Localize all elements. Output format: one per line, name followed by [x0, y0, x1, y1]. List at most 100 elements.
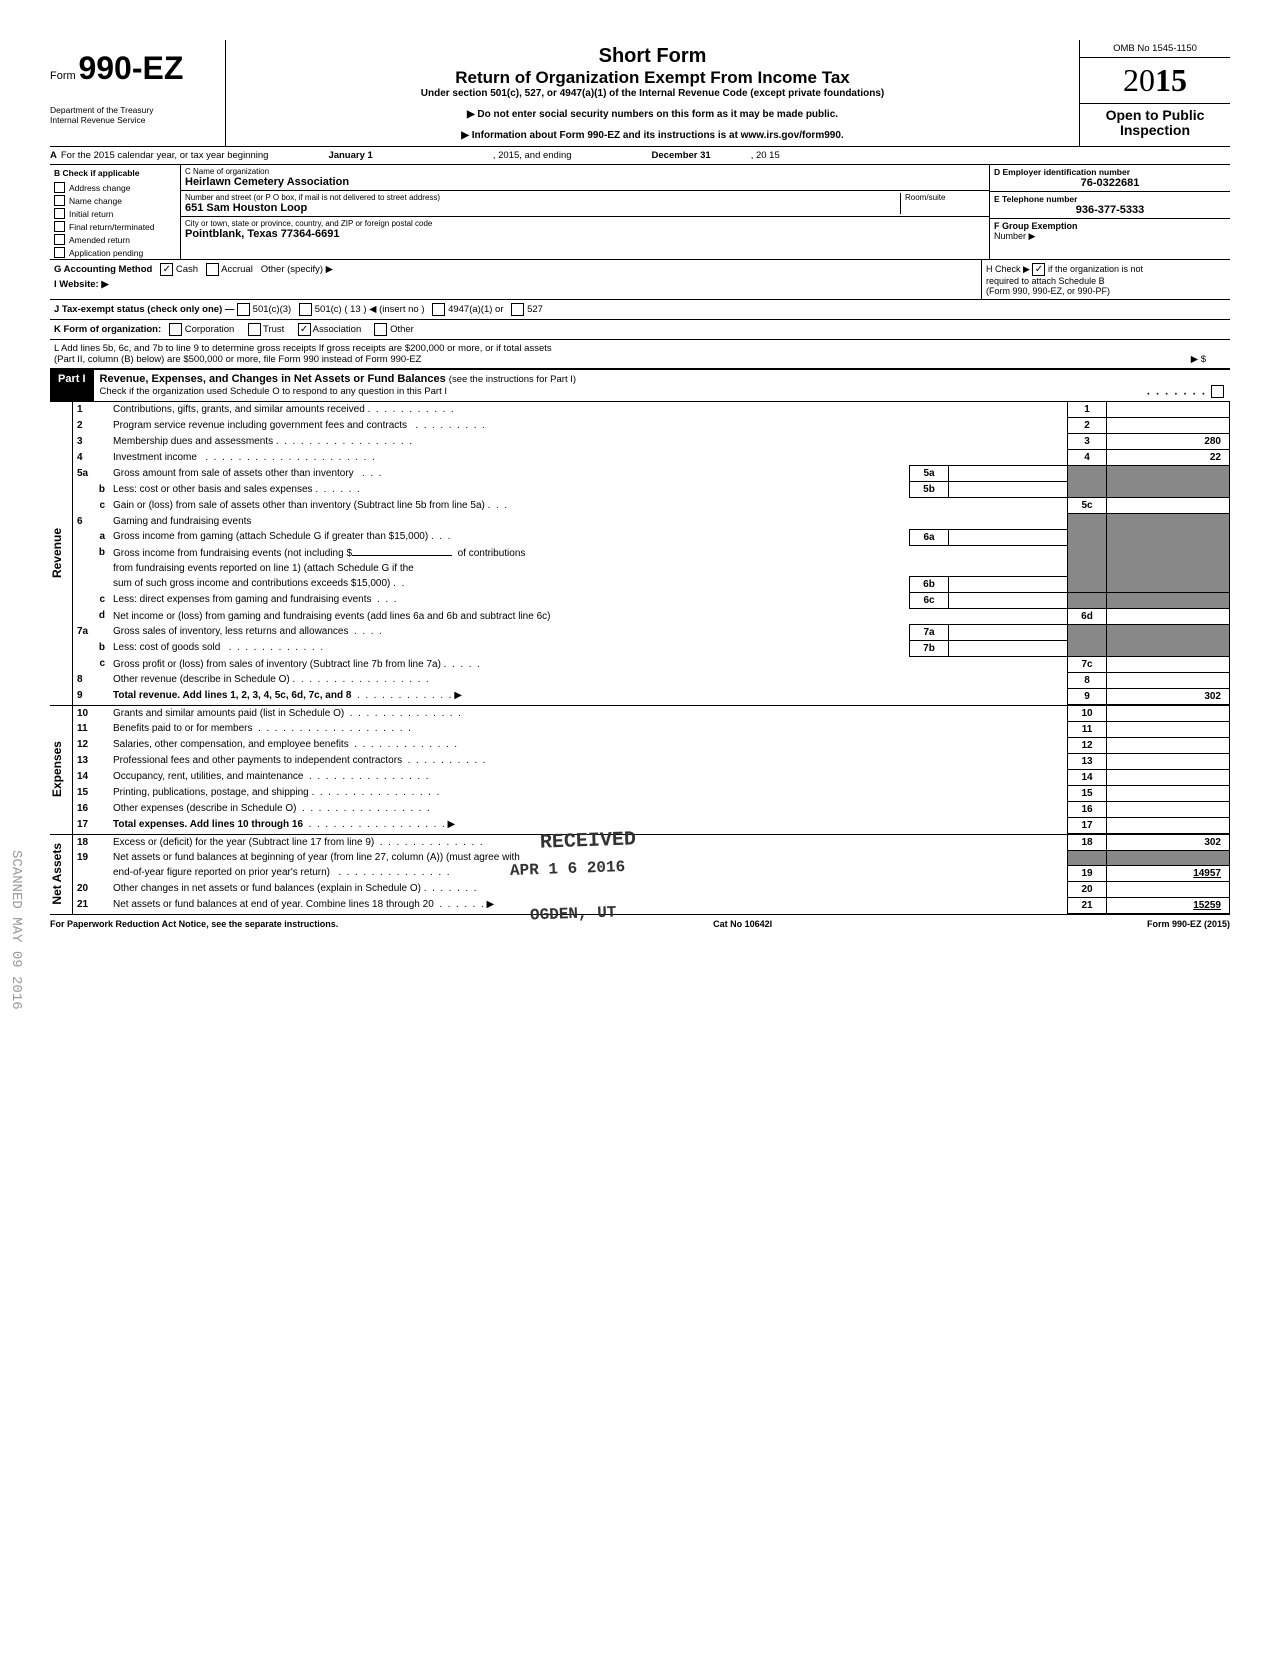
l-text2: (Part II, column (B) below) are $500,000…: [54, 354, 1191, 365]
v21: 15259: [1107, 897, 1230, 913]
v19: 14957: [1107, 865, 1230, 881]
chk-scho[interactable]: [1211, 385, 1224, 398]
chk-527[interactable]: [511, 303, 524, 316]
h-text1: H Check ▶: [986, 264, 1032, 274]
h-text3: required to attach Schedule B: [986, 276, 1105, 286]
expenses-label: Expenses: [50, 741, 72, 797]
revenue-section: Revenue 1Contributions, gifts, grants, a…: [50, 402, 1230, 705]
k-trust: Trust: [263, 324, 284, 335]
tax-year: 2015: [1080, 58, 1230, 103]
chk-amended[interactable]: [54, 234, 65, 245]
chk-4947[interactable]: [432, 303, 445, 316]
l9: Total revenue. Add lines 1, 2, 3, 4, 5c,…: [113, 690, 351, 701]
received-stamp: RECEIVED: [540, 828, 637, 854]
l8: Other revenue (describe in Schedule O): [113, 674, 290, 685]
row-gih: G Accounting Method ✓ Cash Accrual Other…: [50, 260, 1230, 300]
l10: Grants and similar amounts paid (list in…: [113, 708, 344, 719]
chk-name-label: Name change: [69, 196, 122, 206]
form-number: 990-EZ: [78, 50, 183, 86]
v3: 280: [1107, 434, 1230, 450]
footer-right: Form 990-EZ (2015): [1147, 919, 1230, 929]
chk-address-label: Address change: [69, 183, 130, 193]
ein: 76-0322681: [994, 177, 1226, 189]
g-label: G Accounting Method: [54, 264, 152, 275]
section-bcdef: B Check if applicable Address change Nam…: [50, 165, 1230, 260]
row-l: L Add lines 5b, 6c, and 7b to line 9 to …: [50, 340, 1230, 369]
l7c: Gross profit or (loss) from sales of inv…: [113, 659, 441, 670]
l19a: Net assets or fund balances at beginning…: [113, 852, 520, 863]
k-label: K Form of organization:: [54, 324, 161, 335]
chk-final-label: Final return/terminated: [69, 222, 155, 232]
expenses-table: 10Grants and similar amounts paid (list …: [73, 706, 1230, 834]
chk-501c[interactable]: [299, 303, 312, 316]
l6d: Net income or (loss) from gaming and fun…: [113, 611, 550, 622]
c-name-label: C Name of organization: [185, 167, 985, 176]
chk-assoc[interactable]: ✓: [298, 323, 311, 336]
v9: 302: [1107, 688, 1230, 704]
chk-pending[interactable]: [54, 247, 65, 258]
l5a: Gross amount from sale of assets other t…: [113, 468, 354, 479]
b-header: B Check if applicable: [50, 165, 180, 181]
chk-initial-label: Initial return: [69, 209, 113, 219]
chk-accrual[interactable]: [206, 263, 219, 276]
org-city: Pointblank, Texas 77364-6691: [185, 228, 985, 240]
year-suffix: 15: [1155, 62, 1187, 98]
a-label: A: [50, 150, 57, 161]
org-name: Heirlawn Cemetery Association: [185, 176, 985, 188]
j-opt2: 501(c) ( 13 ) ◀ (insert no ): [315, 304, 425, 315]
l7a: Gross sales of inventory, less returns a…: [113, 626, 348, 637]
j-label: J Tax-exempt status (check only one) —: [54, 304, 237, 315]
open-public-1: Open to Public: [1082, 108, 1228, 123]
chk-trust[interactable]: [248, 323, 261, 336]
row-j: J Tax-exempt status (check only one) — 5…: [50, 300, 1230, 320]
l6b1: Gross income from fundraising events (no…: [113, 548, 352, 559]
row-a: A For the 2015 calendar year, or tax yea…: [50, 147, 1230, 165]
a-mid: , 2015, and ending: [493, 150, 572, 161]
chk-kother[interactable]: [374, 323, 387, 336]
d-label: D Employer identification number: [994, 167, 1226, 177]
chk-amended-label: Amended return: [69, 235, 130, 245]
a-endyear: , 20 15: [751, 150, 780, 161]
l3: Membership dues and assessments: [113, 436, 273, 447]
k-corp: Corporation: [185, 324, 235, 335]
f-label: F Group Exemption: [994, 221, 1078, 231]
part1-title-sub: (see the instructions for Part I): [449, 374, 576, 385]
chk-corp[interactable]: [169, 323, 182, 336]
accrual-label: Accrual: [221, 264, 253, 275]
col-b: B Check if applicable Address change Nam…: [50, 165, 181, 259]
l6c: Less: direct expenses from gaming and fu…: [113, 594, 371, 605]
other-label: Other (specify) ▶: [261, 264, 333, 275]
l11: Benefits paid to or for members: [113, 723, 253, 734]
part1-check-text: Check if the organization used Schedule …: [100, 386, 448, 397]
l14: Occupancy, rent, utilities, and maintena…: [113, 771, 303, 782]
chk-h[interactable]: ✓: [1032, 263, 1045, 276]
l15: Printing, publications, postage, and shi…: [113, 787, 309, 798]
h-text2: if the organization is not: [1048, 264, 1143, 274]
chk-cash[interactable]: ✓: [160, 263, 173, 276]
chk-501c3[interactable]: [237, 303, 250, 316]
chk-name[interactable]: [54, 195, 65, 206]
l6a: Gross income from gaming (attach Schedul…: [113, 531, 428, 542]
k-assoc: Association: [313, 324, 362, 335]
omb-number: OMB No 1545-1150: [1080, 40, 1230, 58]
l19b: end-of-year figure reported on prior yea…: [113, 867, 330, 878]
chk-pending-label: Application pending: [69, 248, 143, 258]
netassets-section: Net Assets 18Excess or (deficit) for the…: [50, 834, 1230, 915]
footer-mid: Cat No 10642I: [713, 919, 772, 929]
j-opt3: 4947(a)(1) or: [448, 304, 503, 315]
footer: For Paperwork Reduction Act Notice, see …: [50, 915, 1230, 929]
l1: Contributions, gifts, grants, and simila…: [113, 404, 365, 415]
part1-header-row: Part I Revenue, Expenses, and Changes in…: [50, 369, 1230, 402]
form-label: Form: [50, 70, 76, 82]
chk-final[interactable]: [54, 221, 65, 232]
chk-initial[interactable]: [54, 208, 65, 219]
netassets-table: 18Excess or (deficit) for the year (Subt…: [73, 835, 1230, 914]
l6b3: from fundraising events reported on line…: [113, 563, 414, 574]
org-address: 651 Sam Houston Loop: [185, 202, 900, 214]
chk-address[interactable]: [54, 182, 65, 193]
l4: Investment income: [113, 452, 197, 463]
col-c: C Name of organization Heirlawn Cemetery…: [181, 165, 990, 259]
room-label: Room/suite: [905, 193, 985, 202]
l18: Excess or (deficit) for the year (Subtra…: [113, 837, 374, 848]
phone: 936-377-5333: [994, 204, 1226, 216]
